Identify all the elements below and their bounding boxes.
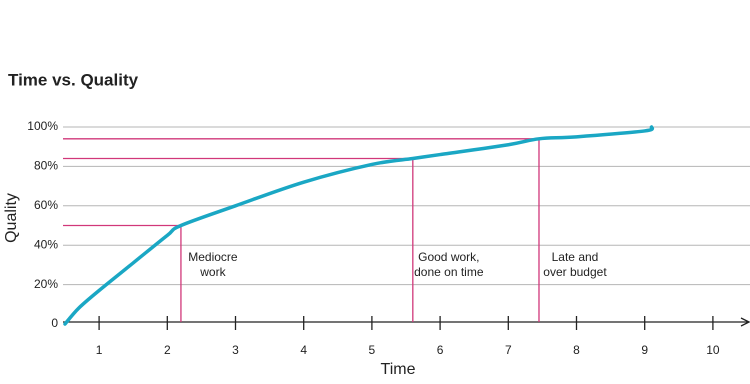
x-tick-label: 3 [232, 343, 239, 357]
x-tick-label: 10 [706, 343, 720, 357]
x-tick-label: 4 [300, 343, 307, 357]
marker-label: Mediocre [188, 250, 238, 264]
x-axis-arrow [740, 317, 750, 327]
marker-label: Late and [552, 250, 599, 264]
x-tick-label: 2 [164, 343, 171, 357]
x-axis-label: Time [381, 361, 416, 378]
y-tick-label: 60% [34, 198, 58, 212]
y-tick-label: 100% [27, 119, 58, 133]
x-tick-label: 8 [573, 343, 580, 357]
y-tick-label: 80% [34, 159, 58, 173]
x-tick-label: 7 [505, 343, 512, 357]
marker-label: over budget [543, 265, 607, 279]
x-tick-label: 9 [641, 343, 648, 357]
y-tick-label: 40% [34, 237, 58, 251]
y-tick-label: 20% [34, 277, 58, 291]
x-tick-label: 6 [437, 343, 444, 357]
quality-curve [63, 125, 655, 326]
y-tick-label: 0 [51, 316, 58, 330]
marker-label: Good work, [418, 250, 479, 264]
marker-label: work [199, 265, 226, 279]
y-axis-label: Quality [3, 193, 20, 243]
x-tick-label: 5 [369, 343, 376, 357]
chart-title: Time vs. Quality [8, 70, 139, 89]
x-tick-label: 1 [96, 343, 103, 357]
marker-label: done on time [414, 265, 484, 279]
